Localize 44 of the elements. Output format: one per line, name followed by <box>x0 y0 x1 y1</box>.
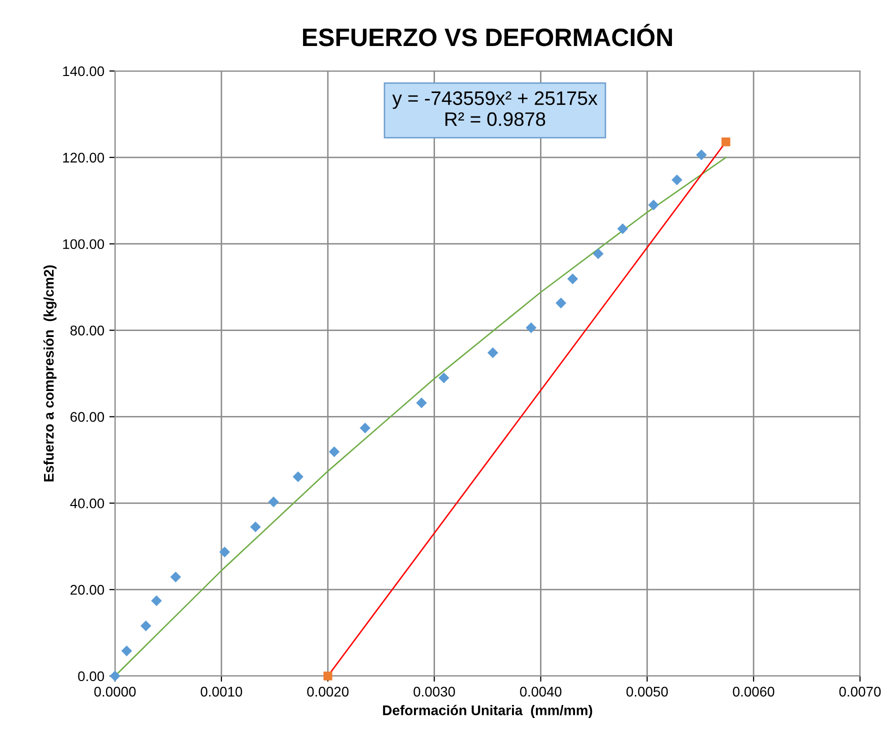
y-axis-title: Esfuerzo a compresión (kg/cm2) <box>43 265 57 482</box>
x-tick-label: 0.0060 <box>732 686 774 697</box>
y-tick-label: 40.00 <box>70 498 104 508</box>
point <box>268 496 279 508</box>
point <box>328 446 340 458</box>
point <box>526 322 537 334</box>
point <box>556 298 566 308</box>
point <box>140 620 152 632</box>
y-tick-label: 140.00 <box>63 66 104 76</box>
x-axis-title: Deformación Unitaria (mm/mm) <box>383 704 592 718</box>
x-tick-label: 0.0050 <box>626 686 668 697</box>
point <box>360 422 370 434</box>
point <box>648 200 659 210</box>
point <box>110 670 120 682</box>
point <box>617 223 628 234</box>
x-tick-label: 0.0000 <box>94 686 136 697</box>
point <box>722 137 730 146</box>
point <box>170 572 182 582</box>
point <box>121 646 132 656</box>
point <box>292 471 304 482</box>
point <box>567 273 578 284</box>
point <box>487 347 498 358</box>
y-tick-label: 80.00 <box>70 326 104 336</box>
x-tick-label: 0.0030 <box>414 686 455 697</box>
y-tick-label: 60.00 <box>70 412 104 422</box>
point <box>250 522 261 532</box>
y-tick-label: 0.00 <box>78 671 104 682</box>
point <box>438 372 450 384</box>
x-tick-label: 0.0010 <box>200 686 242 697</box>
y-tick-label: 120.00 <box>63 152 104 163</box>
point <box>672 174 682 186</box>
y-tick-label: 100.00 <box>63 239 104 250</box>
chart-title: ESFUERZO VS DEFORMACIÓN <box>303 24 672 46</box>
point <box>416 398 427 408</box>
point <box>592 248 604 260</box>
point <box>219 546 230 558</box>
point <box>151 595 162 606</box>
point <box>696 149 707 160</box>
y-tick-label: 20.00 <box>70 584 104 595</box>
annotation: y = -743559x² + 25175x R² = 0.9878 <box>392 91 598 126</box>
x-tick-label: 0.0040 <box>520 686 562 697</box>
x-tick-label: 0.0020 <box>307 686 349 697</box>
x-tick-label: 0.0070 <box>839 686 881 697</box>
point <box>323 672 332 680</box>
